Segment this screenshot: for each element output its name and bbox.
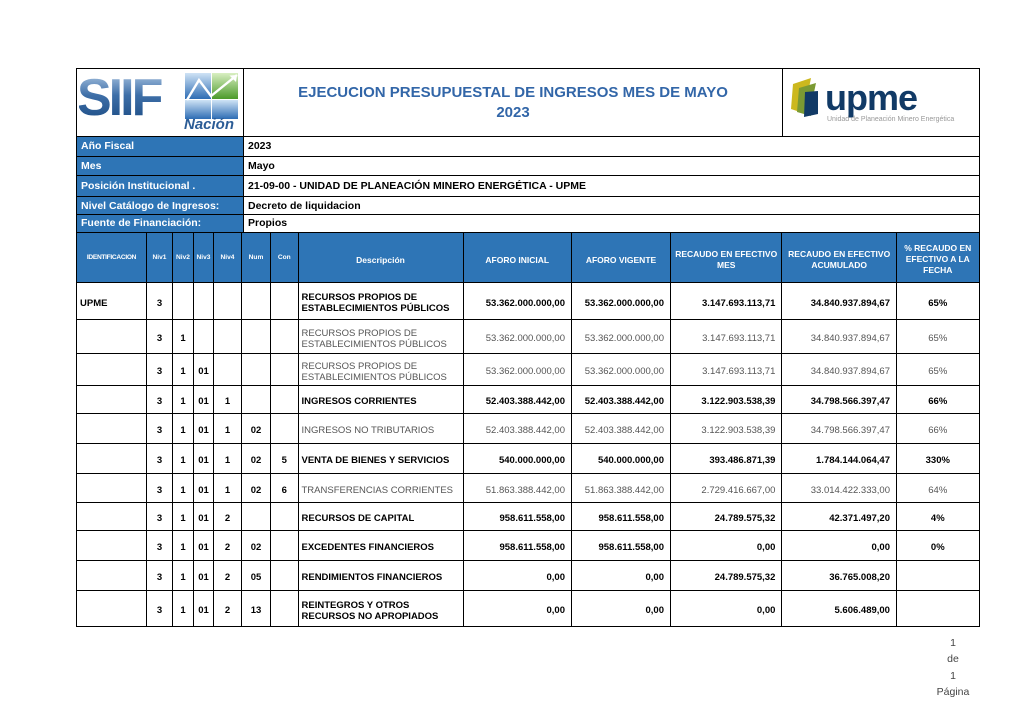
svg-text:Unidad de Planeación Minero En: Unidad de Planeación Minero Energética [827,116,954,123]
svg-text:Nación: Nación [184,116,234,131]
svg-text:SIIF: SIIF [79,71,162,127]
svg-text:upme: upme [825,77,917,118]
